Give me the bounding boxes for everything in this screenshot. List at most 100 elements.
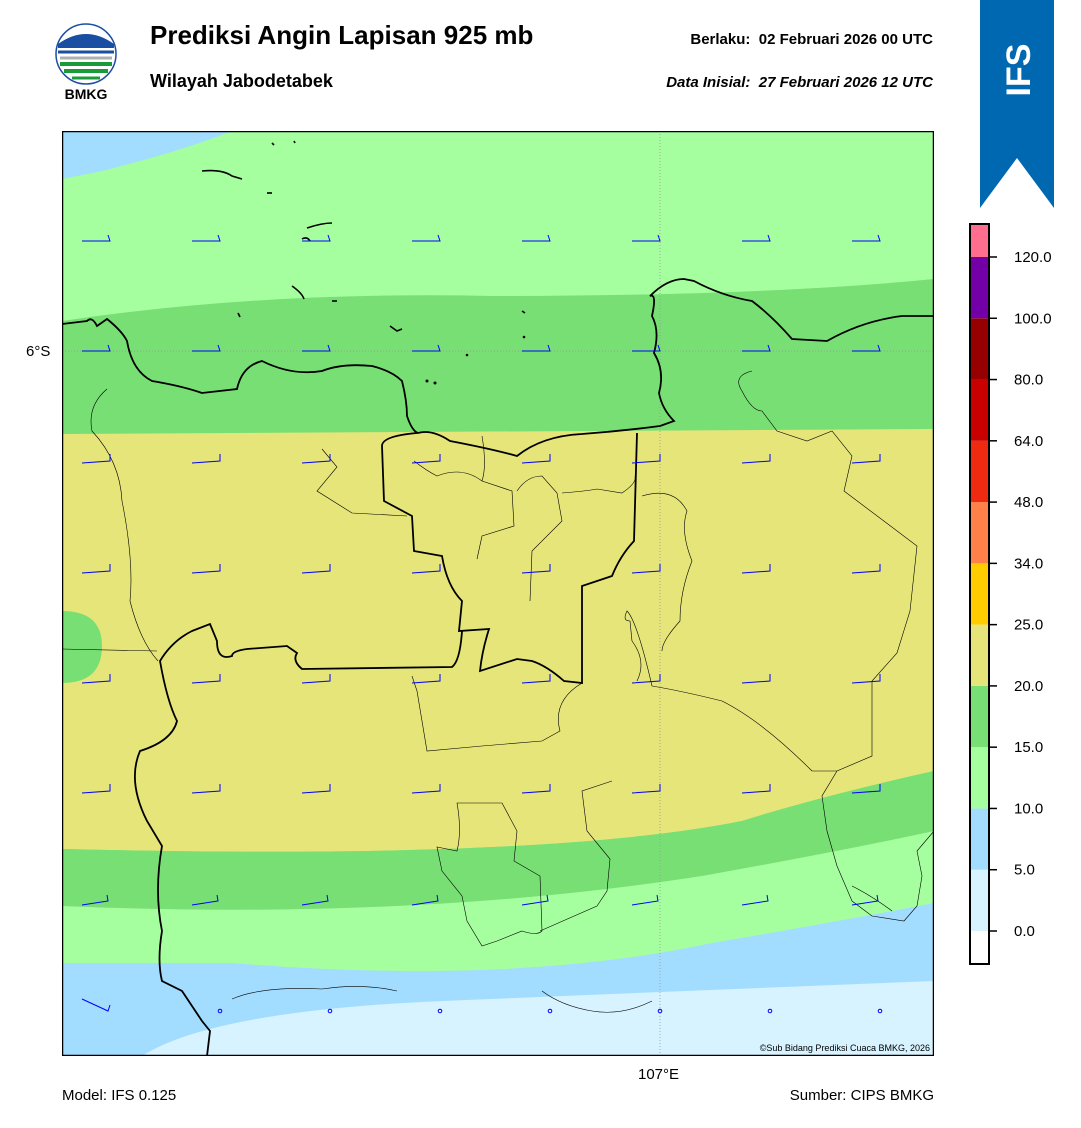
- svg-text:IFS: IFS: [1000, 44, 1038, 97]
- colorbar-swatch: [970, 502, 989, 564]
- wind-barb: [301, 894, 329, 906]
- wind-barb: [521, 564, 551, 574]
- calm-wind-marker: [657, 1008, 663, 1014]
- colorbar-swatch: [970, 318, 989, 380]
- wind-barb: [521, 894, 549, 906]
- wind-barb: [852, 344, 881, 352]
- colorbar-label: 48.0: [1014, 494, 1043, 511]
- wind-barb: [521, 784, 551, 794]
- valid-value: 02 Februari 2026 00 UTC: [758, 31, 933, 48]
- colorbar-swatch: [970, 808, 989, 870]
- wind-barb: [742, 234, 771, 242]
- longitude-label: 107°E: [638, 1066, 680, 1083]
- wind-barb: [81, 894, 109, 906]
- colorbar-swatch: [970, 440, 989, 503]
- colorbar-swatch: [970, 563, 989, 625]
- calm-wind-marker: [327, 1008, 333, 1014]
- wind-barb: [301, 564, 331, 574]
- ifs-banner: IFS: [980, 0, 1054, 208]
- wind-barb: [741, 674, 771, 684]
- init-label: Data Inisial:: [666, 74, 751, 91]
- calm-wind-marker: [547, 1008, 553, 1014]
- wind-barb: [631, 454, 661, 464]
- colorbar-label: 64.0: [1014, 433, 1043, 450]
- wind-barb: [632, 344, 661, 352]
- wind-barb: [411, 564, 441, 574]
- wind-barb: [81, 454, 111, 464]
- init-value: 27 Februari 2026 12 UTC: [758, 74, 933, 91]
- wind-barb: [851, 894, 879, 906]
- wind-barb: [741, 784, 771, 794]
- wind-barb: [522, 344, 551, 352]
- wind-barb: [191, 894, 219, 906]
- colorbar-swatch: [970, 747, 989, 809]
- wind-barb: [192, 234, 221, 242]
- wind-barb: [191, 674, 221, 684]
- colorbar-label: 5.0: [1014, 862, 1035, 879]
- colorbar-label: 20.0: [1014, 678, 1043, 695]
- colorbar-swatch: [970, 931, 989, 964]
- wind-barb: [741, 564, 771, 574]
- calm-wind-marker: [767, 1008, 773, 1014]
- wind-map: ©Sub Bidang Prediksi Cuaca BMKG, 2026: [62, 131, 934, 1056]
- wind-barb: [302, 234, 331, 242]
- wind-barb: [301, 784, 331, 794]
- wind-barb: [302, 344, 331, 352]
- wind-barb: [81, 998, 111, 1012]
- wind-barb: [191, 454, 221, 464]
- calm-wind-marker: [437, 1008, 443, 1014]
- wind-barb: [851, 784, 881, 794]
- wind-barb: [741, 454, 771, 464]
- colorbar-label: 15.0: [1014, 739, 1043, 756]
- wind-barb: [411, 894, 439, 906]
- model-label: Model: IFS 0.125: [62, 1087, 177, 1104]
- wind-barb: [191, 564, 221, 574]
- wind-barb: [632, 234, 661, 242]
- wind-barb: [81, 784, 111, 794]
- wind-barb: [81, 564, 111, 574]
- wind-barb: [301, 454, 331, 464]
- wind-barb: [851, 674, 881, 684]
- wind-barb: [411, 674, 441, 684]
- wind-barb: [82, 344, 111, 352]
- colorbar-swatch: [970, 257, 989, 319]
- colorbar-label: 80.0: [1014, 372, 1043, 389]
- calm-wind-marker: [217, 1008, 223, 1014]
- colorbar-label: 25.0: [1014, 617, 1043, 634]
- calm-wind-marker: [877, 1008, 883, 1014]
- colorbar-label: 100.0: [1014, 310, 1052, 327]
- valid-label: Berlaku:: [690, 31, 751, 48]
- wind-barb: [631, 674, 661, 684]
- wind-barbs: [81, 234, 883, 1014]
- wind-barb: [741, 894, 769, 906]
- colorbar-swatch: [970, 379, 989, 441]
- wind-speed-colorbar: 0.0 5.0 10.0 15.0 20.0 25.0 34.0 48.0 64.0 80.0 10…: [969, 223, 1052, 965]
- colorbar-label: 34.0: [1014, 555, 1043, 572]
- colorbar-swatch: [970, 224, 989, 257]
- map-copyright: ©Sub Bidang Prediksi Cuaca BMKG, 2026: [760, 1043, 930, 1053]
- valid-time: Berlaku: 02 Februari 2026 00 UTC: [690, 31, 933, 48]
- region-subtitle: Wilayah Jabodetabek: [150, 71, 333, 91]
- wind-barb: [411, 454, 441, 464]
- latitude-label: 6°S: [26, 343, 51, 360]
- colorbar-label: 0.0: [1014, 923, 1035, 940]
- wind-barb: [851, 564, 881, 574]
- colorbar-swatch: [970, 869, 989, 931]
- wind-barb: [411, 784, 441, 794]
- colorbar-label: 120.0: [1014, 249, 1052, 266]
- wind-barb: [191, 784, 221, 794]
- colorbar-swatch: [970, 685, 989, 748]
- wind-barb: [522, 234, 551, 242]
- wind-barb: [301, 674, 331, 684]
- wind-barb: [412, 344, 441, 352]
- wind-barb: [631, 564, 661, 574]
- wind-barb: [631, 784, 661, 794]
- page-title: Prediksi Angin Lapisan 925 mb: [150, 20, 534, 50]
- wind-barb: [631, 894, 659, 906]
- wind-barb: [82, 234, 111, 242]
- wind-barb: [521, 674, 551, 684]
- svg-text:BMKG: BMKG: [65, 86, 108, 102]
- wind-barb: [521, 454, 551, 464]
- source-label: Sumber: CIPS BMKG: [789, 1087, 934, 1104]
- wind-barb: [412, 234, 441, 242]
